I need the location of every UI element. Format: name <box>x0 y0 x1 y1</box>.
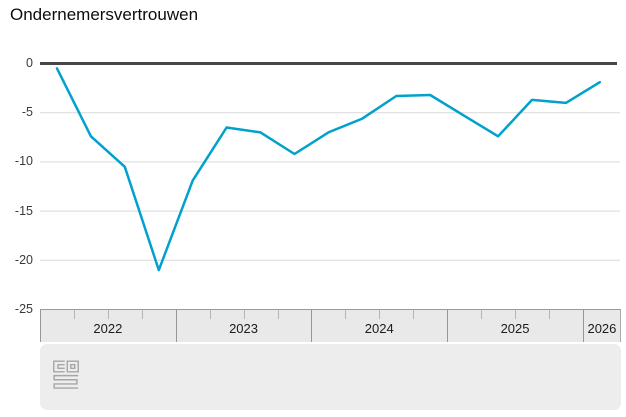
quarter-tick <box>548 310 550 319</box>
x-axis-year-label: 2022 <box>93 321 123 336</box>
quarter-tick <box>515 310 516 319</box>
x-axis-year-label: 2026 <box>587 321 617 336</box>
year-boundary-tick <box>447 310 449 342</box>
quarter-tick <box>141 310 143 319</box>
quarter-tick <box>277 310 279 319</box>
cbs-logo-icon <box>53 360 79 389</box>
confidence-line <box>55 67 602 272</box>
y-axis-label: -5 <box>21 105 33 120</box>
x-axis-year-label: 2023 <box>229 321 258 336</box>
y-axis-label: -25 <box>14 302 33 316</box>
year-boundary-tick <box>582 310 584 342</box>
chart-footer <box>40 344 621 410</box>
quarter-tick <box>73 310 75 319</box>
page-title: Ondernemersvertrouwen <box>10 5 199 24</box>
y-axis-label: -10 <box>14 154 33 169</box>
y-axis-label: -15 <box>14 203 33 218</box>
year-boundary-tick <box>40 310 41 342</box>
quarter-tick <box>107 310 109 319</box>
quarter-tick <box>413 310 415 319</box>
x-axis-year-label: 2024 <box>364 321 394 336</box>
quarter-tick <box>379 310 381 319</box>
y-axis-label: 0 <box>26 56 33 70</box>
year-boundary-tick <box>175 310 177 342</box>
x-axis-year-label: 2025 <box>500 321 530 336</box>
quarter-tick <box>209 310 211 319</box>
quarter-tick <box>481 310 483 319</box>
x-axis-band: 2022 2023 2024 2025 2026 <box>40 309 621 342</box>
y-axis-label: -20 <box>14 252 33 267</box>
quarter-tick <box>243 310 245 319</box>
year-boundary-tick <box>311 310 313 342</box>
quarter-tick <box>345 310 347 319</box>
